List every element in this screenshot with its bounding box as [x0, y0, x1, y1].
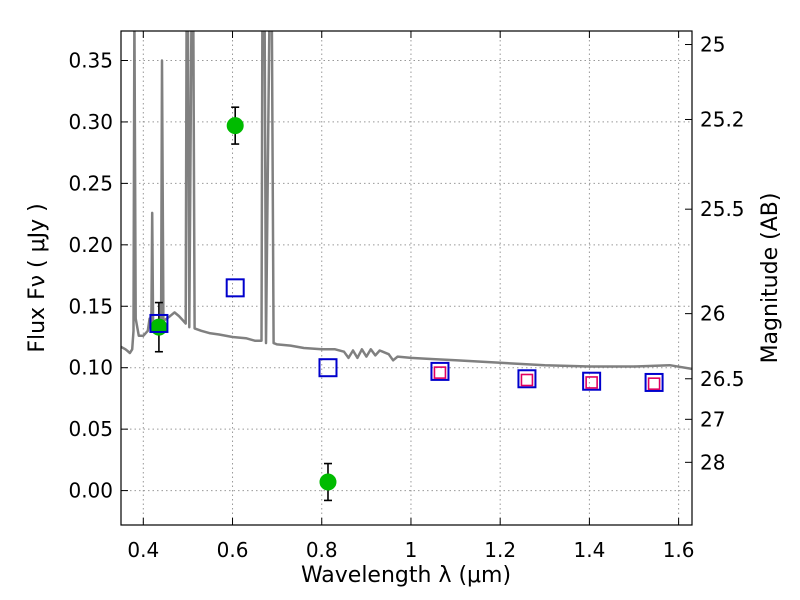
right-tick-label: 25.2	[700, 107, 745, 131]
right-tick-label: 26.5	[700, 367, 745, 391]
x-tick-label: 1.6	[663, 538, 695, 562]
model-spectrum-line	[121, 31, 692, 371]
grid	[121, 31, 692, 525]
x-tick-label: 0.4	[127, 538, 159, 562]
x-tick-label: 0.6	[217, 538, 249, 562]
y-tick-label: 0.30	[68, 110, 113, 134]
model-flux-square	[149, 313, 169, 333]
model-flux-square	[517, 369, 537, 389]
x-tick-label: 1.2	[484, 538, 516, 562]
model-flux-square	[644, 372, 664, 392]
alt-model-flux-square	[647, 377, 661, 390]
right-tick-label: 25.5	[700, 197, 745, 221]
y-axis-label: Flux Fν ( μJy )	[25, 203, 50, 352]
y-tick-label: 0.15	[68, 294, 113, 318]
alt-model-flux-square	[585, 376, 598, 389]
observed-flux-point	[319, 473, 337, 491]
observed-flux-point	[226, 117, 244, 135]
model-flux-square	[225, 278, 245, 298]
x-tick-label: 1.4	[573, 538, 605, 562]
alt-model-flux-square	[433, 366, 447, 379]
alt-model-flux-square	[520, 373, 534, 387]
y-axis-right-label: Magnitude (AB)	[758, 193, 783, 364]
y-tick-label: 0.35	[68, 48, 113, 72]
y-tick-label: 0.25	[68, 171, 113, 195]
model-flux-square	[318, 358, 338, 378]
x-tick-label: 1	[405, 538, 418, 562]
x-tick-label: 0.8	[306, 538, 338, 562]
right-tick-label: 28	[700, 450, 725, 474]
right-tick-label: 26	[700, 302, 725, 326]
right-tick-label: 25	[700, 33, 725, 57]
right-tick-label: 27	[700, 407, 725, 431]
y-tick-label: 0.00	[68, 479, 113, 503]
plot-frame	[120, 30, 693, 526]
y-tick-label: 0.20	[68, 233, 113, 257]
axis-ticks: 0.4 0.6 0.8 1 1.2 1.4 1.6 0.00 0.05 0.10 0.15 0.20 0…	[68, 31, 745, 562]
plot-data	[121, 31, 692, 502]
model-flux-square	[582, 371, 602, 391]
y-tick-label: 0.10	[68, 356, 113, 380]
y-tick-label: 0.05	[68, 417, 113, 441]
model-flux-square	[430, 361, 450, 381]
x-axis-label: Wavelength λ (μm)	[301, 563, 511, 588]
